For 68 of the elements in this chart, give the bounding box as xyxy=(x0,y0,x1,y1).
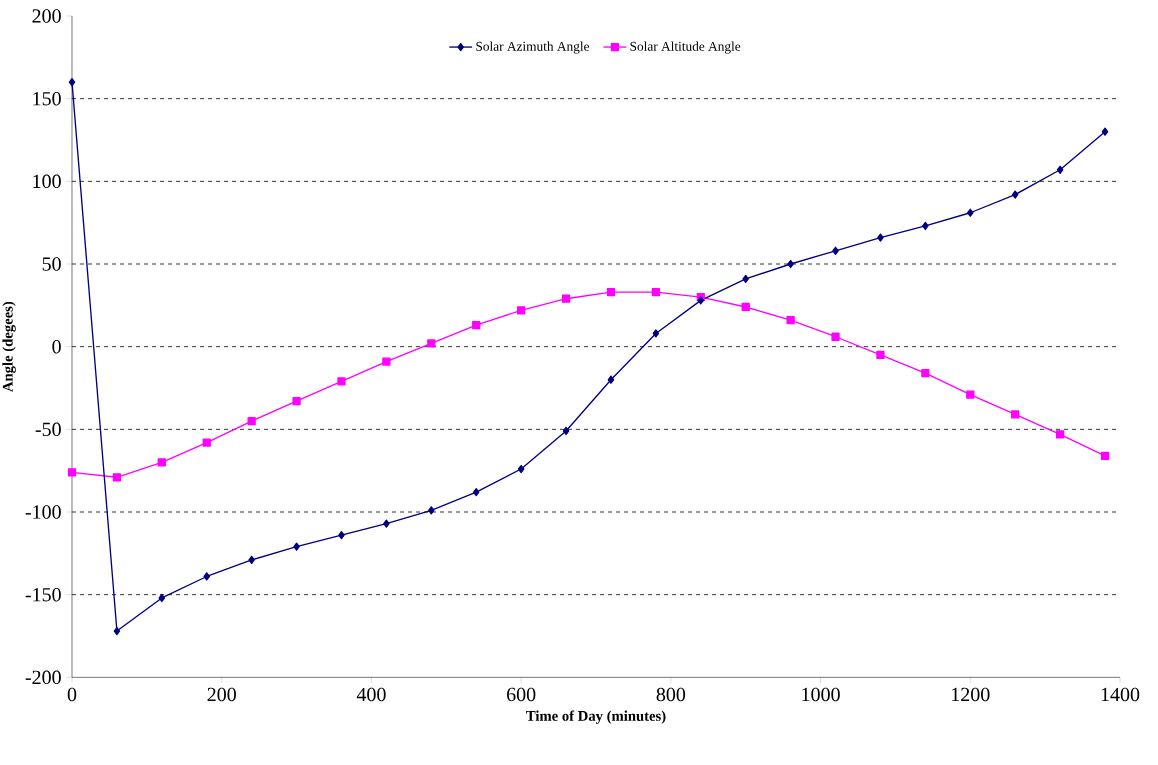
point xyxy=(158,593,166,603)
point xyxy=(921,368,930,378)
point xyxy=(1100,451,1110,460)
point xyxy=(428,506,435,515)
y-tick-label: -50 xyxy=(35,422,61,437)
point xyxy=(876,350,885,360)
point xyxy=(967,208,974,217)
y-tick-label: -200 xyxy=(25,670,61,685)
point xyxy=(113,626,121,636)
point xyxy=(157,458,166,467)
point xyxy=(248,555,255,565)
point xyxy=(606,287,616,297)
point xyxy=(607,375,615,384)
point xyxy=(383,519,390,528)
point xyxy=(787,259,794,269)
point xyxy=(202,438,211,447)
point xyxy=(292,397,301,406)
point xyxy=(1055,430,1065,439)
point xyxy=(382,357,391,366)
point xyxy=(338,531,345,540)
legend-label: Solar Altitude Angle xyxy=(630,41,741,54)
point xyxy=(922,221,929,231)
x-tick-label: 1400 xyxy=(1101,687,1140,702)
point xyxy=(1101,127,1109,136)
point xyxy=(1011,410,1020,419)
point xyxy=(562,426,570,436)
point xyxy=(561,294,571,303)
y-tick-label: 100 xyxy=(33,174,61,189)
point xyxy=(1011,190,1019,199)
point xyxy=(786,316,795,325)
point xyxy=(831,332,840,341)
x-tick-label: 1200 xyxy=(952,687,990,702)
y-tick-label: -100 xyxy=(25,505,61,519)
x-tick-label: 0 xyxy=(67,687,77,702)
point xyxy=(472,488,480,497)
point xyxy=(68,78,76,87)
point xyxy=(517,464,525,474)
x-tick-label: 400 xyxy=(356,687,386,702)
y-tick-label: 200 xyxy=(32,9,61,23)
point xyxy=(832,246,839,255)
point xyxy=(293,542,300,551)
x-tick-label: 600 xyxy=(507,687,536,702)
point xyxy=(337,377,346,386)
x-tick-label: 1000 xyxy=(802,687,840,702)
x-tick-label: 200 xyxy=(207,687,236,702)
point xyxy=(517,306,526,315)
y-tick-label: 50 xyxy=(42,257,61,271)
point xyxy=(247,416,256,426)
x-tick-label: 800 xyxy=(656,687,686,702)
point xyxy=(203,572,211,581)
point xyxy=(966,390,975,399)
point xyxy=(112,473,122,482)
y-tick-label: -150 xyxy=(25,587,61,602)
point xyxy=(742,274,749,284)
point xyxy=(652,329,660,338)
legend-label: Solar Azimuth Angle xyxy=(476,41,590,54)
point xyxy=(741,302,750,312)
y-tick-label: 0 xyxy=(52,339,61,354)
point xyxy=(1056,165,1064,174)
point xyxy=(427,339,436,348)
point xyxy=(67,468,77,477)
y-axis-title: Angle (degees) xyxy=(2,301,16,392)
point xyxy=(877,233,884,242)
y-tick-label: 150 xyxy=(33,91,61,106)
point xyxy=(651,287,661,297)
point xyxy=(697,296,705,305)
x-axis-title: Time of Day (minutes) xyxy=(526,710,666,724)
point xyxy=(472,321,481,330)
